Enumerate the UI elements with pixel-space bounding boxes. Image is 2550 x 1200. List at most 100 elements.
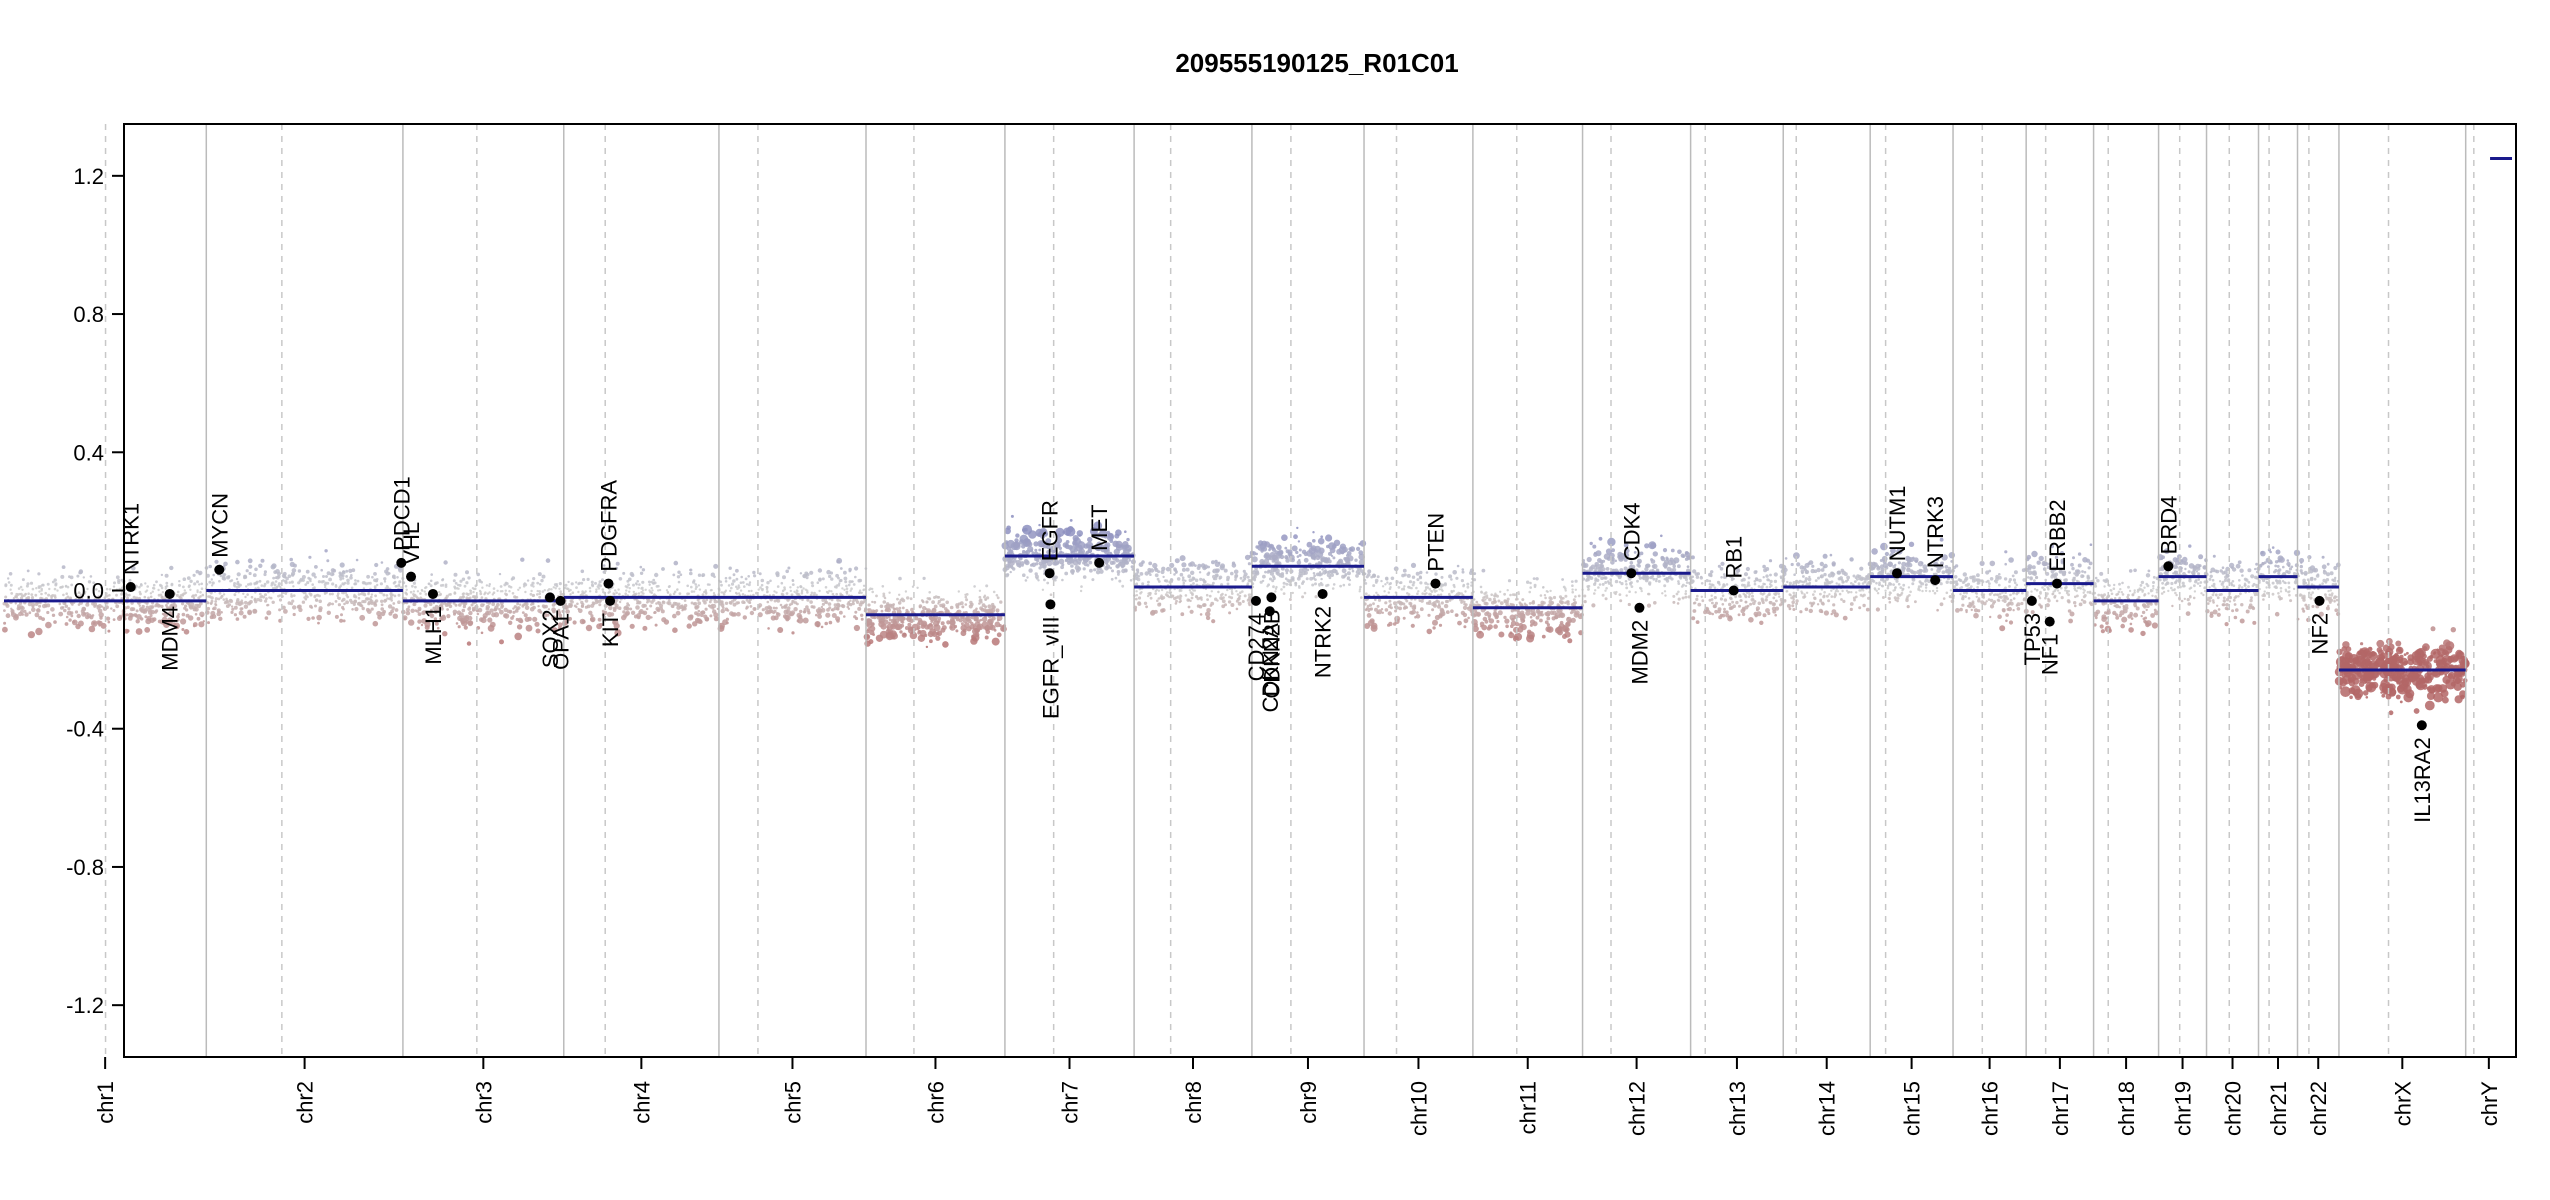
probe-point: [1778, 595, 1781, 598]
probe-point: [1425, 571, 1429, 574]
probe-point: [1677, 597, 1681, 601]
probe-point: [207, 621, 210, 625]
probe-point: [787, 566, 791, 570]
probe-point: [1230, 590, 1234, 593]
probe-point: [862, 584, 866, 587]
probe-point: [1867, 596, 1871, 600]
probe-point: [1532, 577, 1536, 580]
probe-point: [439, 593, 442, 597]
probe-point: [231, 607, 235, 611]
probe-point: [697, 584, 700, 587]
probe-point: [617, 588, 620, 591]
probe-point: [984, 598, 987, 601]
probe-point: [1600, 564, 1605, 569]
probe-point: [1067, 544, 1073, 550]
probe-point: [1272, 576, 1276, 581]
probe-point: [1574, 588, 1578, 591]
probe-point: [552, 586, 555, 589]
probe-point: [456, 610, 462, 615]
probe-point: [541, 590, 545, 593]
probe-point: [1738, 604, 1741, 608]
probe-point: [955, 629, 959, 633]
probe-point: [928, 591, 931, 594]
probe-point: [390, 599, 394, 602]
probe-point: [835, 616, 841, 622]
probe-point: [537, 605, 540, 608]
probe-point: [469, 591, 473, 595]
probe-point: [722, 592, 726, 596]
probe-point: [681, 609, 684, 612]
probe-point: [383, 580, 387, 583]
probe-point: [773, 590, 776, 593]
probe-point: [461, 592, 465, 596]
probe-point: [235, 585, 239, 589]
probe-point: [1831, 561, 1836, 566]
probe-point: [1145, 605, 1148, 609]
probe-point: [1865, 607, 1870, 612]
probe-point: [1045, 544, 1051, 550]
probe-point: [933, 596, 936, 599]
probe-point: [427, 582, 431, 586]
probe-point: [170, 583, 174, 587]
probe-point: [678, 592, 682, 595]
probe-point: [1473, 572, 1477, 576]
probe-point: [1778, 603, 1782, 607]
probe-point: [105, 594, 109, 598]
probe-point: [1119, 559, 1123, 563]
probe-point: [1648, 582, 1651, 585]
probe-point: [873, 600, 877, 604]
probe-point: [53, 578, 57, 582]
probe-point: [532, 593, 536, 597]
probe-point: [1272, 546, 1275, 550]
probe-point: [821, 598, 825, 602]
probe-point: [857, 578, 861, 583]
probe-point: [1279, 554, 1285, 560]
probe-point: [1460, 579, 1464, 583]
probe-point: [1535, 609, 1541, 614]
probe-point: [651, 589, 654, 592]
probe-point: [345, 575, 348, 578]
probe-point: [1685, 581, 1689, 584]
probe-point: [1827, 599, 1831, 603]
probe-point: [1424, 581, 1428, 585]
probe-point: [386, 597, 389, 600]
probe-point: [243, 576, 247, 580]
probe-point: [433, 617, 438, 621]
probe-point: [654, 572, 659, 578]
probe-point: [725, 621, 729, 625]
probe-point: [35, 627, 43, 636]
probe-point: [1614, 559, 1617, 563]
probe-point: [1079, 589, 1083, 593]
probe-point: [1348, 578, 1352, 582]
probe-point: [1381, 611, 1385, 614]
probe-point: [1268, 555, 1274, 561]
probe-point: [1341, 574, 1346, 579]
probe-point: [1326, 573, 1331, 578]
probe-point: [675, 610, 681, 616]
probe-point: [820, 625, 824, 629]
probe-point: [161, 591, 165, 594]
probe-point: [363, 592, 366, 596]
probe-point: [383, 577, 387, 581]
probe-point: [841, 587, 844, 590]
probe-point: [1009, 570, 1012, 574]
probe-point: [1812, 593, 1815, 596]
probe-point: [1577, 594, 1581, 598]
probe-point: [1691, 616, 1696, 621]
probe-point: [1850, 582, 1853, 585]
probe-point: [634, 582, 638, 585]
probe-point: [1080, 585, 1083, 588]
probe-point: [1026, 576, 1029, 579]
probe-point: [188, 615, 194, 621]
probe-point: [208, 580, 212, 584]
probe-point: [309, 593, 313, 597]
probe-point: [331, 592, 334, 596]
probe-point: [199, 595, 202, 598]
probe-point: [646, 601, 649, 604]
probe-point: [1341, 568, 1347, 574]
probe-point: [175, 593, 179, 597]
probe-point: [504, 589, 507, 592]
probe-point: [1519, 625, 1524, 629]
probe-point: [429, 584, 433, 588]
probe-point: [826, 569, 831, 575]
